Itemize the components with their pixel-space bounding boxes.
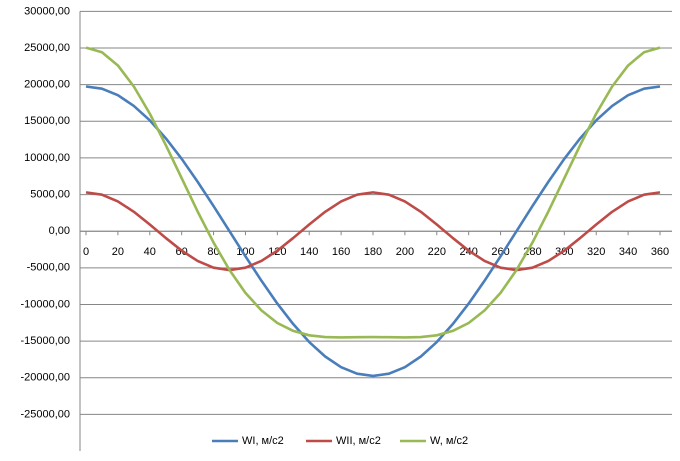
series-line <box>85 46 661 339</box>
x-tick-label: 180 <box>364 246 382 258</box>
x-tick-label: 20 <box>112 246 124 258</box>
x-tick-label: 340 <box>619 246 637 258</box>
legend-label: WII, м/с2 <box>336 435 381 447</box>
y-tick-label: -15000,00 <box>20 335 70 347</box>
x-tick-label: 160 <box>332 246 350 258</box>
y-tick-label: 0,00 <box>49 225 70 237</box>
y-tick-label: 20000,00 <box>24 79 70 91</box>
x-tick-label: 220 <box>428 246 446 258</box>
y-tick-label: 5000,00 <box>30 188 70 200</box>
x-tick-label: 200 <box>396 246 414 258</box>
y-tick-label: 15000,00 <box>24 115 70 127</box>
legend-label: W, м/с2 <box>430 435 468 447</box>
x-tick-label: 40 <box>144 246 156 258</box>
y-tick-label: -25000,00 <box>20 408 70 420</box>
series-line <box>85 191 661 272</box>
y-tick-label: 30000,00 <box>24 5 70 17</box>
x-tick-label: 360 <box>651 246 669 258</box>
y-tick-label: 25000,00 <box>24 42 70 54</box>
y-tick-label: -20000,00 <box>20 372 70 384</box>
x-tick-label: 0 <box>83 246 89 258</box>
x-tick-label: 320 <box>587 246 605 258</box>
y-tick-label: -5000,00 <box>27 262 70 274</box>
series-line <box>85 85 661 378</box>
y-tick-label: -10000,00 <box>20 298 70 310</box>
y-tick-label: 10000,00 <box>24 152 70 164</box>
legend-label: WI, м/с2 <box>242 435 284 447</box>
x-tick-label: 140 <box>300 246 318 258</box>
